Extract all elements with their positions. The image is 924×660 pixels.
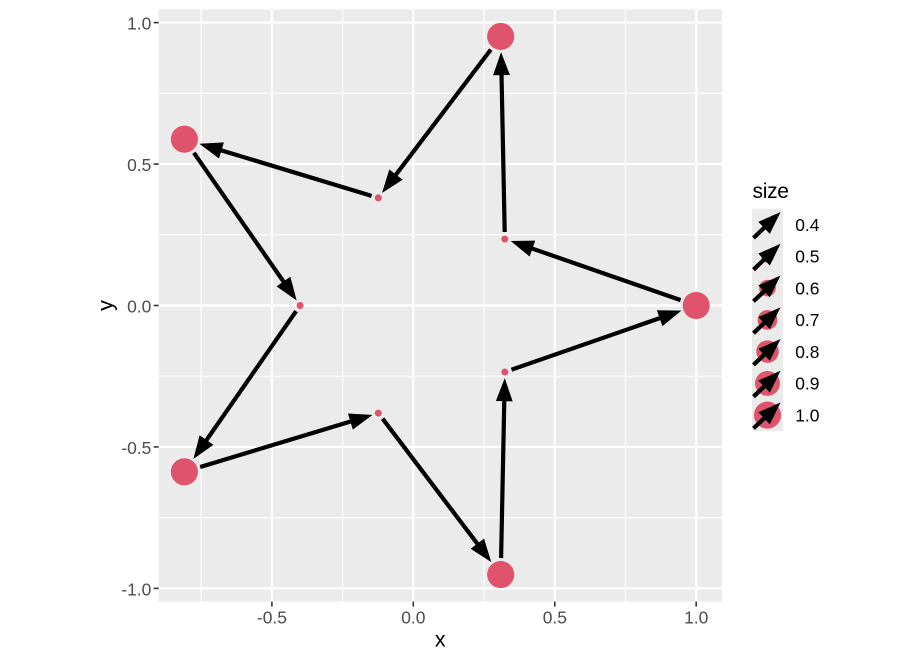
svg-text:0.6: 0.6: [795, 278, 819, 298]
svg-text:0.0: 0.0: [127, 297, 151, 317]
svg-text:0.8: 0.8: [795, 342, 819, 362]
svg-text:1.0: 1.0: [127, 14, 151, 34]
svg-text:x: x: [435, 627, 446, 651]
svg-text:0.4: 0.4: [795, 215, 820, 235]
svg-text:y: y: [93, 300, 117, 311]
svg-text:0.7: 0.7: [795, 310, 819, 330]
svg-text:1.0: 1.0: [684, 607, 708, 627]
svg-text:0.5: 0.5: [127, 155, 151, 175]
svg-text:size: size: [753, 180, 789, 203]
svg-text:0.0: 0.0: [401, 607, 425, 627]
svg-text:-0.5: -0.5: [257, 607, 287, 627]
svg-text:0.5: 0.5: [543, 607, 567, 627]
svg-text:0.5: 0.5: [795, 247, 819, 267]
svg-text:1.0: 1.0: [795, 405, 819, 425]
svg-text:-0.5: -0.5: [121, 438, 151, 458]
svg-text:0.9: 0.9: [795, 374, 819, 394]
svg-text:-1.0: -1.0: [121, 579, 151, 599]
